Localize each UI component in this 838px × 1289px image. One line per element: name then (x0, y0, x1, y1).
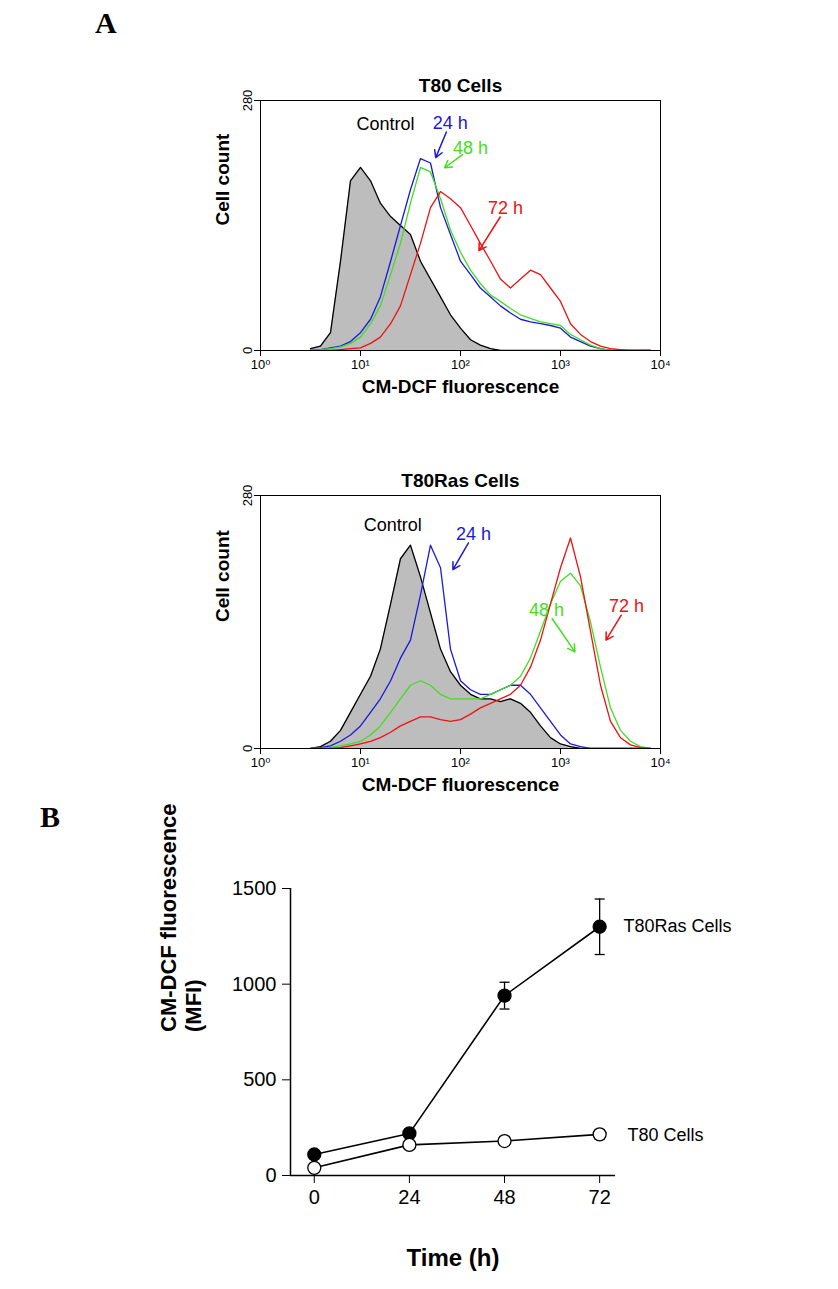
svg-text:72: 72 (589, 1186, 611, 1208)
svg-text:10¹: 10¹ (351, 755, 370, 770)
svg-text:10¹: 10¹ (351, 357, 370, 372)
svg-text:T80Ras Cells: T80Ras Cells (623, 916, 731, 936)
svg-text:10³: 10³ (551, 357, 570, 372)
svg-text:280: 280 (240, 485, 255, 507)
svg-text:Cell count: Cell count (212, 529, 233, 622)
svg-text:0: 0 (309, 1186, 320, 1208)
svg-text:72 h: 72 h (488, 198, 523, 218)
svg-text:CM-DCF fluorescence: CM-DCF fluorescence (362, 774, 559, 795)
svg-text:24 h: 24 h (433, 113, 468, 133)
svg-text:48: 48 (493, 1186, 515, 1208)
svg-text:10⁰: 10⁰ (251, 755, 271, 770)
svg-text:Cell count: Cell count (212, 133, 233, 226)
svg-text:10⁴: 10⁴ (650, 755, 670, 770)
svg-text:24 h: 24 h (456, 524, 491, 544)
svg-text:Control: Control (364, 515, 422, 535)
svg-text:280: 280 (240, 90, 255, 112)
svg-text:1500: 1500 (232, 877, 277, 899)
svg-text:48 h: 48 h (529, 600, 564, 620)
svg-text:10²: 10² (451, 755, 470, 770)
svg-text:T80 Cells: T80 Cells (419, 75, 502, 96)
svg-text:10⁰: 10⁰ (251, 357, 271, 372)
svg-text:500: 500 (243, 1068, 276, 1090)
svg-text:CM-DCF fluorescence(MFI): CM-DCF fluorescence(MFI) (156, 803, 206, 1032)
svg-text:Time (h): Time (h) (407, 1244, 500, 1271)
svg-text:24: 24 (398, 1186, 420, 1208)
svg-text:0: 0 (240, 745, 255, 752)
svg-text:T80 Cells: T80 Cells (627, 1125, 703, 1145)
svg-text:48 h: 48 h (453, 138, 488, 158)
svg-text:Control: Control (357, 114, 415, 134)
svg-text:10⁴: 10⁴ (650, 357, 670, 372)
svg-text:0: 0 (265, 1164, 276, 1186)
svg-text:CM-DCF fluorescence: CM-DCF fluorescence (362, 376, 559, 397)
svg-text:72 h: 72 h (609, 596, 644, 616)
svg-text:10³: 10³ (551, 755, 570, 770)
svg-text:T80Ras Cells: T80Ras Cells (401, 470, 519, 491)
svg-text:1000: 1000 (232, 973, 277, 995)
svg-text:0: 0 (240, 347, 255, 354)
html-text:B: B (40, 800, 60, 833)
svg-text:10²: 10² (451, 357, 470, 372)
html-text:A: A (95, 6, 117, 39)
